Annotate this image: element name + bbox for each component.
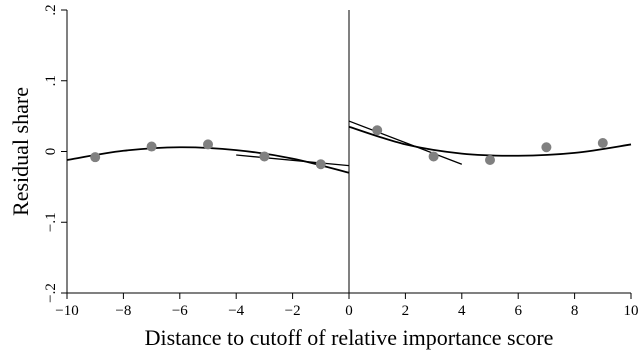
data-point xyxy=(146,141,157,152)
data-point xyxy=(203,139,213,150)
x-tick-label: −6 xyxy=(172,303,188,319)
linear-fit-right xyxy=(348,120,463,165)
y-axis-label: Residual share xyxy=(8,87,33,216)
x-tick-label: 10 xyxy=(624,303,639,319)
quadratic-fit-right xyxy=(348,125,632,157)
data-points xyxy=(90,125,608,170)
data-point xyxy=(259,151,270,162)
data-point xyxy=(597,138,608,149)
x-tick-label: −2 xyxy=(285,303,301,319)
y-tick-label: −.2 xyxy=(43,283,59,303)
y-tick-label: .1 xyxy=(43,75,59,86)
x-tick-label: 0 xyxy=(345,303,353,319)
x-tick-label: −10 xyxy=(55,303,78,319)
x-tick-label: 4 xyxy=(458,303,466,319)
data-point xyxy=(541,142,552,153)
x-tick-label: 6 xyxy=(514,303,522,319)
linear-fit-left xyxy=(236,154,350,167)
data-point xyxy=(428,151,439,162)
x-tick-label: 8 xyxy=(571,303,579,319)
data-point xyxy=(485,154,495,165)
x-axis-label: Distance to cutoff of relative importanc… xyxy=(145,325,554,350)
x-tick-label: −4 xyxy=(228,303,244,319)
x-tick-label: 2 xyxy=(402,303,410,319)
data-point xyxy=(315,159,326,170)
y-tick-label: −.1 xyxy=(43,212,59,232)
data-point xyxy=(372,125,383,136)
data-point xyxy=(90,152,101,163)
y-tick-label: 0 xyxy=(43,148,59,156)
x-tick-label: −8 xyxy=(115,303,131,319)
ticks: −10 −8 −6 −4 −2 0 2 4 6 8 10 −.2 −.1 0 .1 .2 xyxy=(43,4,639,319)
quadratic-fit-left xyxy=(66,146,350,174)
y-tick-label: .2 xyxy=(43,4,59,15)
